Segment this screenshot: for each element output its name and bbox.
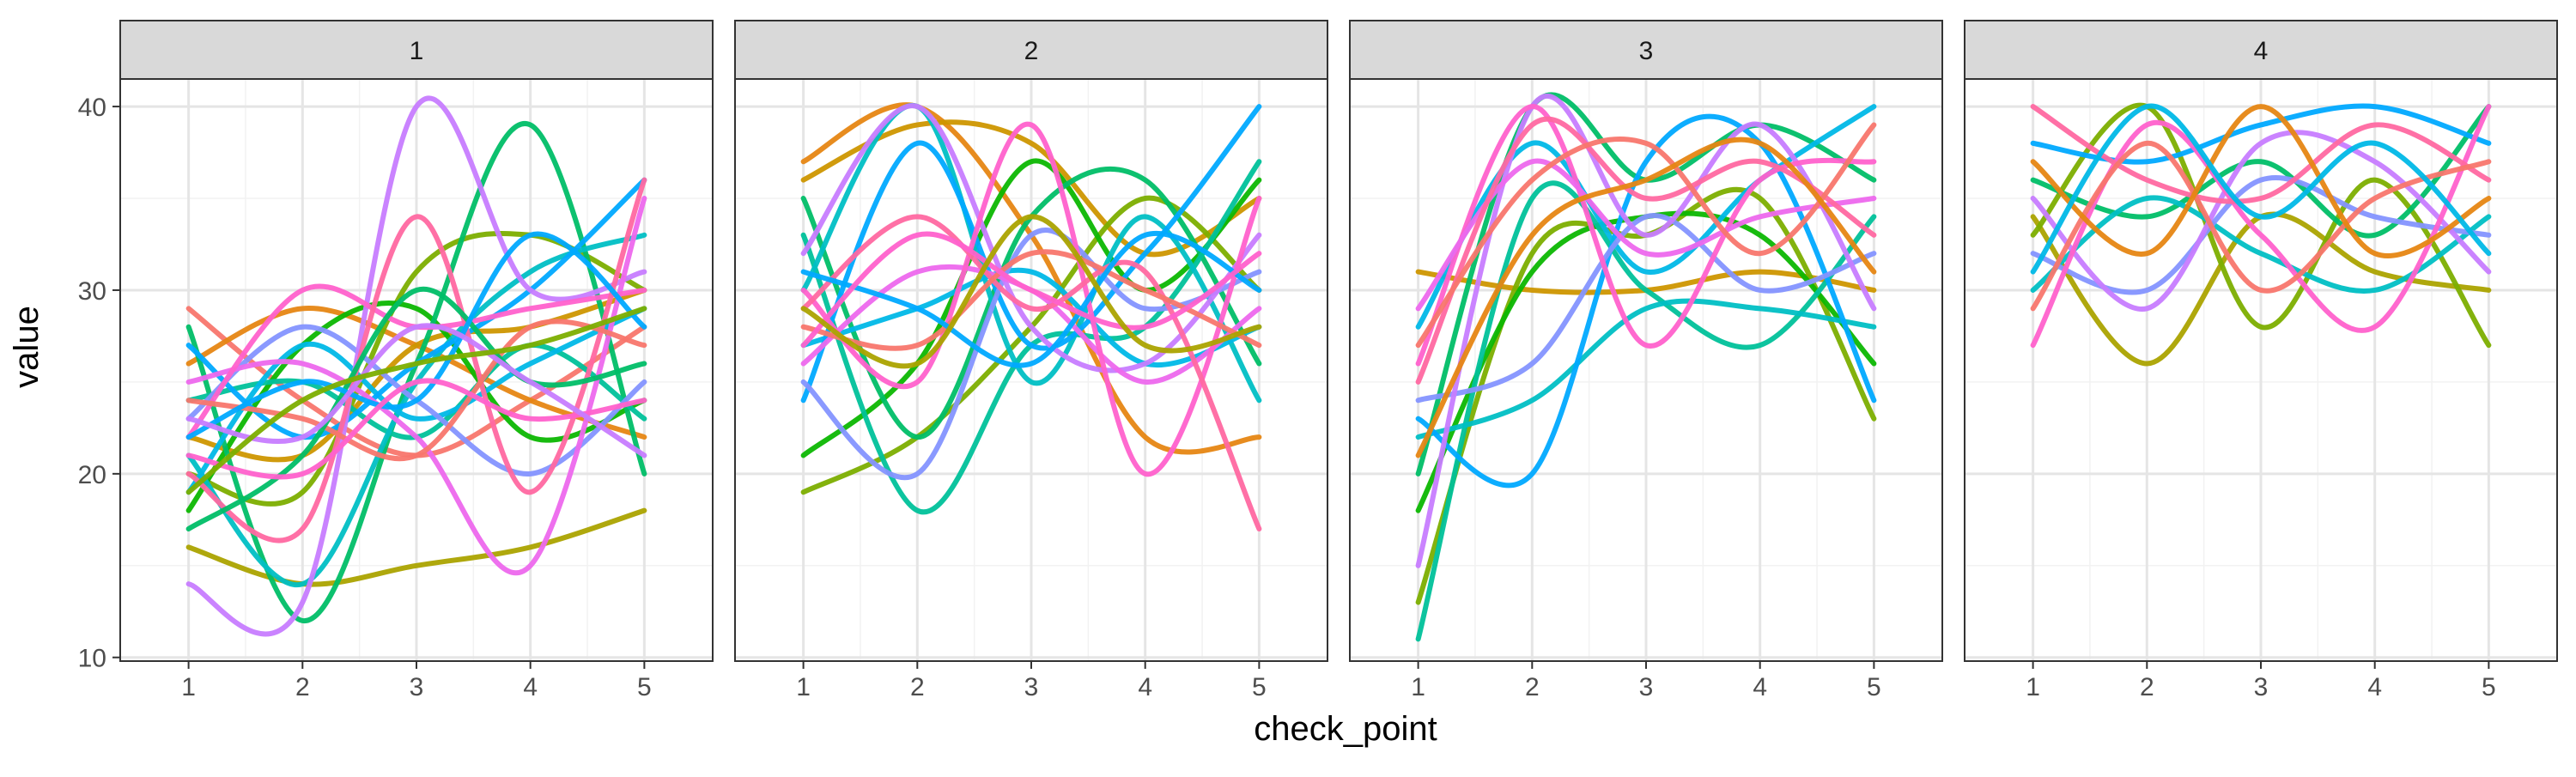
- series-line: [1415, 122, 1877, 349]
- facet-strip-label: 3: [1639, 37, 1654, 65]
- facet-strip: [1349, 20, 1943, 80]
- facet-panel-2: 2 1 2 3 4 5: [734, 20, 1328, 701]
- series-line: [1415, 94, 1877, 568]
- series-line: [185, 343, 647, 440]
- series-line: [1415, 298, 1877, 440]
- x-tick-label: 1: [1411, 673, 1425, 701]
- series-line: [185, 306, 647, 495]
- facet-strip: [734, 20, 1328, 80]
- series-line: [800, 159, 1262, 515]
- facet-panel-1: 1 1 2 3 4 5 10 20 30 40: [78, 20, 714, 701]
- series-line: [800, 104, 1262, 404]
- x-tick-label: 1: [2026, 673, 2040, 701]
- series-lines: [1415, 92, 1877, 642]
- series-line: [1415, 137, 1877, 458]
- series-line: [2030, 130, 2492, 312]
- series-lines: [800, 102, 1262, 532]
- series-line: [1415, 186, 1877, 605]
- facet-strip-label: 1: [410, 37, 424, 65]
- series-line: [185, 283, 647, 440]
- x-tick-label: 1: [796, 673, 811, 701]
- x-tick-label: 1: [181, 673, 196, 701]
- x-tick-label: 5: [2482, 673, 2496, 701]
- series-line: [1415, 212, 1877, 404]
- series-line: [185, 507, 647, 587]
- series-line: [800, 214, 1262, 369]
- series-line: [800, 231, 1262, 349]
- series-line: [1415, 92, 1877, 477]
- series-line: [1415, 180, 1877, 642]
- series-line: [1415, 104, 1877, 367]
- x-tick-label: 5: [1252, 673, 1267, 701]
- series-line: [800, 267, 1262, 368]
- x-tick-label: 2: [910, 673, 925, 701]
- y-axis-label: value: [8, 306, 46, 388]
- x-tick-label: 2: [2140, 673, 2154, 701]
- series-line: [2030, 211, 2492, 367]
- x-tick-label: 3: [2254, 673, 2269, 701]
- series-line: [185, 319, 647, 462]
- series-line: [185, 306, 647, 495]
- series-line: [800, 214, 1262, 532]
- series-line: [800, 122, 1262, 477]
- x-tick-label: 5: [1867, 673, 1881, 701]
- x-tick-label: 4: [1753, 673, 1767, 701]
- series-lines: [2030, 102, 2492, 367]
- series-line: [2030, 104, 2492, 258]
- x-tick-label: 3: [1639, 673, 1654, 701]
- x-tick-label: 2: [295, 673, 310, 701]
- y-tick-label: 20: [78, 461, 106, 489]
- series-line: [800, 230, 1262, 368]
- series-line: [185, 286, 647, 532]
- facet-strip-label: 4: [2254, 37, 2269, 65]
- facet-panel-4: 4 1 2 3 4 5: [1964, 20, 2558, 701]
- facet-strip-label: 2: [1024, 37, 1039, 65]
- series-lines: [185, 95, 647, 637]
- series-line: [2030, 104, 2492, 204]
- series-line: [2030, 175, 2492, 295]
- series-line: [1415, 113, 1877, 489]
- y-tick-label: 40: [78, 94, 106, 122]
- x-tick-label: 4: [1138, 673, 1152, 701]
- x-axis-label: check_point: [1254, 710, 1437, 748]
- x-tick-label: 2: [1525, 673, 1540, 701]
- series-line: [185, 95, 647, 637]
- series-line: [2030, 140, 2492, 312]
- series-line: [800, 103, 1262, 404]
- series-line: [185, 287, 647, 463]
- facet-strip: [1964, 20, 2558, 80]
- x-tick-label: 3: [410, 673, 424, 701]
- y-tick-label: 30: [78, 277, 106, 306]
- facet-strip: [119, 20, 714, 80]
- x-tick-label: 3: [1024, 673, 1039, 701]
- series-line: [185, 378, 647, 480]
- series-line: [2030, 103, 2492, 275]
- series-line: [185, 196, 647, 576]
- facet-panel-3: 3 1 2 3 4 5: [1349, 20, 1943, 701]
- x-tick-label: 4: [523, 673, 538, 701]
- series-line: [800, 158, 1262, 458]
- x-tick-label: 5: [637, 673, 652, 701]
- y-tick-label: 10: [78, 645, 106, 673]
- series-line: [185, 323, 647, 458]
- series-line: [185, 231, 647, 440]
- x-tick-label: 4: [2367, 673, 2382, 701]
